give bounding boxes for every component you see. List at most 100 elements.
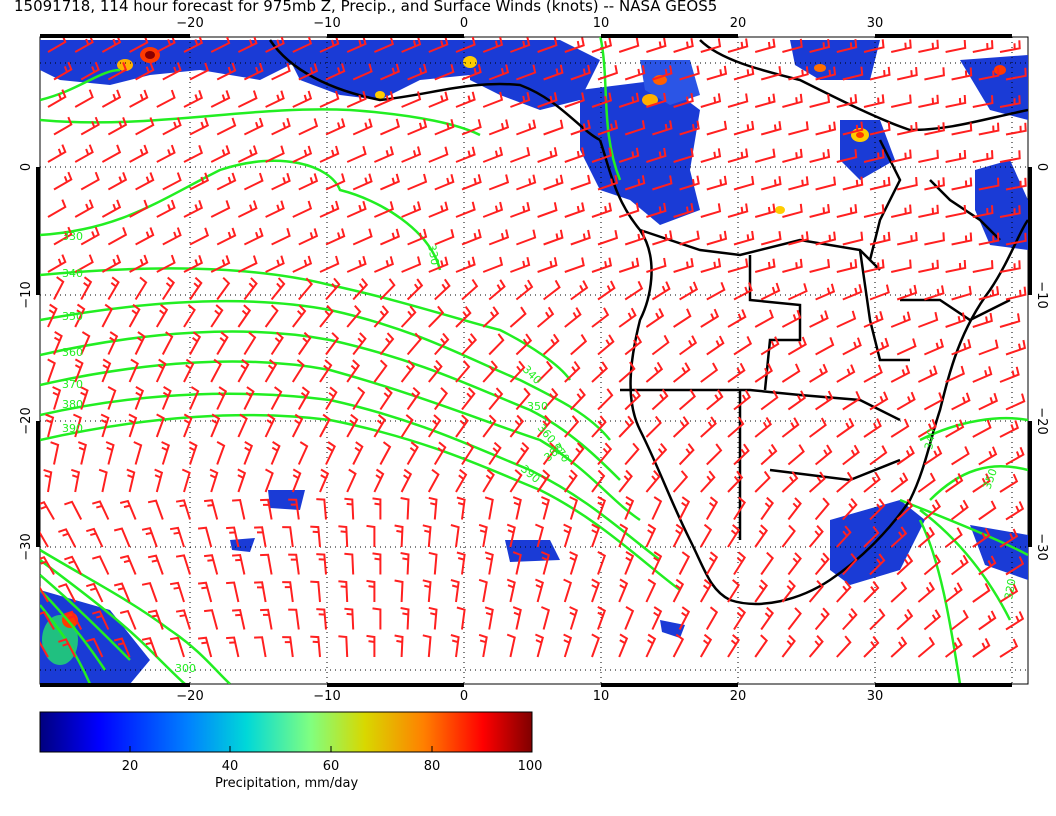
wind-barb [700, 470, 716, 493]
wind-barb [815, 390, 834, 411]
wind-barb [972, 419, 992, 438]
wind-barb [869, 231, 891, 246]
wind-barb [597, 120, 619, 136]
wind-barb [74, 199, 94, 218]
wind-barb [760, 496, 775, 521]
wind-barb [863, 311, 884, 328]
wind-barb [135, 117, 155, 136]
wind-barb [134, 276, 148, 301]
wind-barb [271, 172, 291, 191]
wind-barb [373, 359, 388, 383]
wind-barb [972, 366, 993, 383]
wind-barb [673, 148, 694, 163]
wind-barb [271, 62, 291, 81]
wind-barb [1005, 286, 1027, 301]
wind-barb [591, 415, 607, 438]
wind-barb [209, 468, 219, 493]
wind-barb [624, 334, 643, 356]
wind-barb [591, 147, 613, 163]
wind-barb [896, 391, 916, 411]
wind-barb [814, 552, 830, 576]
wind-barb [815, 176, 837, 191]
wind-barb [288, 608, 300, 630]
wind-barb [673, 203, 694, 218]
wind-barb [455, 468, 468, 493]
wind-barb [652, 175, 673, 191]
wind-barb [484, 606, 494, 630]
wind-barb [86, 582, 104, 603]
wind-barb [509, 469, 523, 493]
wind-barb [563, 469, 578, 493]
lon-tick-bottom: 10 [593, 689, 610, 704]
wind-barb [564, 415, 580, 438]
wind-barb [189, 62, 210, 81]
wind-barb [564, 92, 585, 108]
wind-barb [400, 607, 410, 630]
wind-barb [119, 499, 137, 520]
wind-barb [944, 582, 963, 603]
wind-barb [999, 420, 1020, 438]
wind-barb [346, 305, 362, 328]
wind-barb [271, 227, 291, 246]
wind-barb [92, 500, 110, 520]
wind-barb [338, 635, 349, 658]
wind-barb [815, 121, 837, 136]
wind-barb [450, 524, 460, 548]
wind-barb [760, 606, 775, 631]
wind-barb [47, 199, 67, 218]
wind-barb [782, 258, 803, 273]
wind-barb [597, 442, 613, 466]
wind-barb [563, 633, 573, 658]
wind-barb [516, 174, 537, 191]
wind-barb [510, 91, 531, 108]
wind-barb [515, 279, 534, 301]
wind-barb [428, 37, 449, 53]
wind-barb [509, 360, 526, 383]
wind-barb [814, 444, 833, 466]
wind-barb [197, 581, 213, 603]
wind-barb [645, 361, 664, 383]
wind-barb [591, 361, 609, 383]
wind-barb [237, 145, 258, 163]
wind-barb [346, 468, 357, 493]
wind-barb [918, 39, 939, 53]
wind-barb [944, 527, 963, 548]
wind-barb [918, 259, 939, 273]
colorbar-tick-label: 100 [517, 759, 543, 774]
wind-barb [107, 331, 119, 355]
wind-barb [510, 37, 531, 53]
wind-barb [291, 468, 302, 493]
wind-barb [372, 607, 382, 630]
wind-barb [1005, 611, 1025, 631]
wind-barb [380, 228, 400, 246]
wind-barb [298, 277, 314, 301]
wind-barb [401, 256, 422, 273]
wind-barb [74, 303, 86, 328]
wind-barb [923, 554, 942, 576]
wind-barb [999, 583, 1019, 603]
wind-barb [869, 391, 889, 411]
wind-barb [1005, 556, 1025, 576]
wind-barb [488, 119, 510, 136]
contour-label: 360 [62, 346, 83, 359]
wind-barb [292, 304, 307, 328]
wind-barb [80, 276, 93, 300]
wind-barb [456, 551, 466, 575]
wind-barb [80, 226, 100, 246]
wind-barb [923, 609, 942, 631]
wind-barb [597, 388, 614, 411]
wind-barb [40, 610, 55, 631]
wind-barb [782, 203, 803, 218]
wind-barb [510, 201, 531, 218]
wind-barb [162, 227, 182, 246]
wind-barb [482, 414, 497, 438]
wind-barb [352, 228, 373, 246]
wind-barb [366, 524, 376, 547]
wind-barb [618, 578, 629, 603]
wind-barb [842, 607, 858, 631]
wind-barb [890, 364, 911, 383]
wind-barb [53, 276, 65, 300]
wind-barb [760, 176, 782, 191]
wind-barb [265, 90, 285, 108]
wind-barb [564, 307, 582, 328]
